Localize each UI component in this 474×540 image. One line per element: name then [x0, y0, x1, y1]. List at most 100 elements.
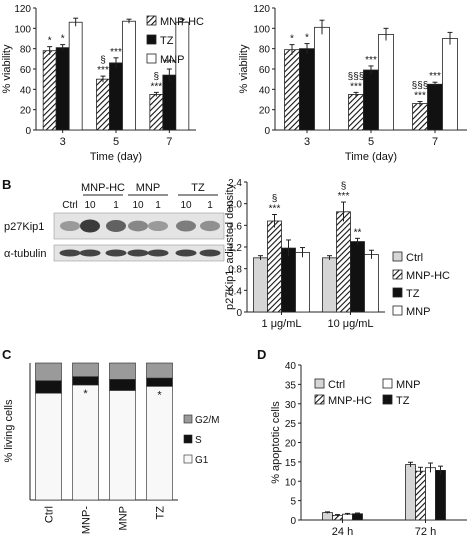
blot-band-tubulin	[59, 249, 81, 257]
bar-tz-10-g-ml	[350, 241, 365, 313]
legend-swatch-ctrl	[392, 251, 403, 262]
blot-lane-dose: 1	[155, 200, 161, 211]
blot-band-p27	[128, 220, 148, 232]
bar-g2-m-ctrl	[35, 362, 62, 382]
bar-mnp-7	[442, 38, 458, 131]
panel-letter-c: C	[2, 347, 12, 362]
legend-label-tz: TZ	[406, 288, 420, 300]
blot-lane-ctrl: Ctrl	[62, 200, 78, 211]
panel-a-left: 0 20 40 60 80 100 120% viability * * 3 *** § *** 5 ***…	[0, 0, 237, 175]
panel-letter-b: B	[2, 177, 11, 192]
bar-s-mnp	[109, 379, 136, 391]
significance-marker: §	[154, 71, 160, 82]
blot-band-tubulin	[79, 249, 101, 257]
y-tick-label: 20	[259, 106, 271, 117]
panel-letter-d: D	[257, 347, 266, 362]
blot-label-tubulin: α-tubulin	[4, 248, 46, 260]
significance-marker: **	[354, 227, 362, 238]
y-tick-label: 80	[20, 45, 32, 56]
bar-mnp-hc-7	[412, 103, 428, 131]
blot-lane-dose: 10	[132, 200, 144, 211]
significance-marker: *	[305, 33, 309, 44]
bar-tz-24-h	[352, 513, 363, 521]
significance-marker: ***	[414, 91, 426, 102]
significance-marker: §	[341, 181, 347, 192]
y-tick-label: 1.2	[228, 243, 242, 254]
panel-c: C % living cells Ctrl * MNP- MNP * TZ G2/M S G1	[0, 345, 237, 535]
y-tick-label: 30	[285, 400, 297, 411]
y-axis-label: p27Kip1, adjusted density	[225, 184, 236, 310]
bar-mnp-3	[314, 26, 330, 131]
y-tick-label: 25	[285, 419, 297, 430]
legend-swatch-mnp-hc	[314, 394, 325, 405]
significance-marker: *	[61, 34, 65, 45]
legend-label-g2-m: G2/M	[195, 415, 219, 426]
legend-swatch-tz	[382, 394, 393, 405]
significance-marker: ***	[338, 191, 350, 202]
significance-marker: ***	[163, 58, 175, 69]
bar-ctrl-1-g-ml	[253, 257, 268, 313]
bar-mnp-72-h	[425, 467, 436, 521]
x-tick-label: 10 μg/mL	[327, 318, 373, 330]
x-axis-label: Time (day)	[345, 151, 397, 163]
y-tick-label: 60	[259, 65, 271, 76]
bar-mnp-5	[378, 34, 394, 131]
bar-mnp-10-g-ml	[364, 254, 379, 313]
legend-label-s: S	[195, 435, 202, 446]
blot-band-p27	[176, 220, 196, 232]
western-blot: B MNP-HC MNP TZ Ctrl 10 1 10 1 10 1 p27Kip1 α-tubuli…	[2, 177, 225, 262]
significance-marker: ***	[97, 65, 109, 76]
blot-band-p27	[148, 220, 168, 232]
x-tick-label: 7	[166, 136, 172, 148]
significance-marker: *	[48, 36, 52, 47]
legend-label-mnp: MNP	[396, 379, 420, 391]
legend-swatch-mnp	[146, 53, 157, 64]
bar-mnp-hc-1-g-ml	[267, 220, 282, 313]
significance-marker: §§§	[412, 81, 429, 92]
y-tick-label: 2.4	[228, 178, 242, 189]
y-tick-label: 100	[14, 24, 31, 35]
blot-label-p27: p27Kip1	[4, 221, 44, 233]
x-tick-label: 3	[304, 136, 310, 148]
bar-mnp-hc-7	[149, 94, 164, 131]
bar-mnp-24-h	[342, 513, 353, 521]
bar-tz-1-g-ml	[281, 247, 296, 313]
significance-marker: §	[100, 55, 106, 66]
bar-ctrl-24-h	[322, 512, 333, 521]
legend-label-mnp-hc: MNP-HC	[160, 16, 204, 28]
blot-band-tubulin	[199, 249, 221, 257]
blot-band-p27	[200, 220, 220, 232]
blot-lane-dose: 1	[113, 200, 119, 211]
x-tick-label: MNP	[118, 506, 130, 530]
legend-swatch-g1	[183, 454, 193, 464]
panel-a-right: 0 20 40 60 80 100 120% viability * * 3 *** §§§ *** 5 *…	[237, 0, 474, 175]
bar-ctrl-10-g-ml	[322, 257, 337, 313]
significance-marker: *	[83, 388, 88, 400]
bar-mnp-hc-10-g-ml	[336, 211, 351, 313]
x-tick-label: TZ	[155, 506, 167, 520]
blot-lane-dose: 1	[207, 200, 213, 211]
legend-swatch-g2-m	[183, 414, 193, 424]
y-tick-label: 0.4	[228, 286, 242, 297]
bar-mnp-hc-5	[348, 94, 364, 131]
y-axis-label: % living cells	[3, 399, 15, 462]
bar-g1-ctrl	[35, 392, 62, 501]
blot-band-tubulin	[105, 249, 127, 257]
y-tick-label: 0.8	[228, 265, 242, 276]
y-tick-label: 35	[285, 380, 297, 391]
y-tick-label: 40	[285, 361, 297, 372]
legend-label-tz: TZ	[396, 395, 410, 407]
y-axis-label: % viability	[1, 44, 13, 93]
legend-label-g1: G1	[195, 455, 209, 466]
blot-group-mnp: MNP	[136, 182, 160, 194]
blot-group-tz: TZ	[191, 182, 205, 194]
y-tick-label: 60	[20, 65, 32, 76]
y-tick-label: 2.0	[228, 200, 242, 211]
significance-marker: ***	[429, 71, 441, 82]
bar-tz-5	[363, 69, 379, 131]
legend-label-mnp-hc: MNP-HC	[406, 270, 450, 282]
blot-band-tubulin	[127, 249, 149, 257]
x-tick-label: 5	[368, 136, 374, 148]
